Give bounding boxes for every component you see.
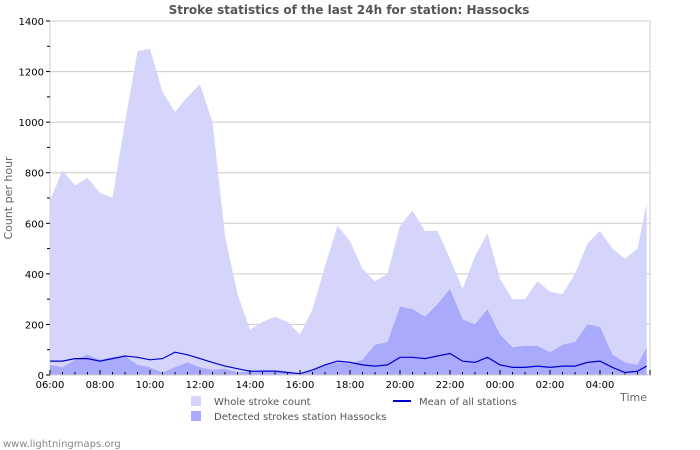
y-tick-label: 1400 (19, 17, 44, 28)
whole-stroke-count-area (50, 48, 647, 376)
x-tick-label: 18:00 (336, 380, 365, 391)
x-tick-label: 02:00 (536, 380, 565, 391)
y-tick-label: 400 (25, 270, 44, 281)
footer-source: www.lightningmaps.org (3, 439, 121, 450)
legend-label-mean: Mean of all stations (419, 397, 517, 408)
y-tick-label: 1000 (19, 118, 44, 129)
y-tick-label: 600 (25, 219, 44, 230)
legend-swatch-detected (191, 411, 201, 421)
data-series (50, 48, 647, 376)
x-tick-label: 16:00 (286, 380, 315, 391)
x-tick-label: 08:00 (86, 380, 115, 391)
y-tick-label: 200 (25, 320, 44, 331)
mean-of-all-stations-line (50, 351, 647, 375)
legend-swatch-whole (191, 396, 201, 406)
y-axis: 0 200 400 600 800 1000 1200 1400 (19, 17, 50, 382)
y-axis-label: Count per hour (2, 156, 15, 240)
x-tick-label: 20:00 (386, 380, 415, 391)
chart-title: Stroke statistics of the last 24h for st… (169, 3, 530, 17)
legend: Whole stroke count Detected strokes stat… (191, 396, 517, 423)
x-axis: 06:00 08:00 10:00 12:00 14:00 16:00 18:00 20:00… (36, 370, 651, 391)
x-axis-label: Time (619, 391, 647, 404)
x-tick-label: 22:00 (436, 380, 465, 391)
x-tick-label: 10:00 (136, 380, 165, 391)
x-tick-label: 14:00 (236, 380, 265, 391)
x-tick-label: 12:00 (186, 380, 215, 391)
x-tick-label: 06:00 (36, 380, 65, 391)
y-tick-label: 800 (25, 169, 44, 180)
y-tick-label: 1200 (19, 68, 44, 79)
legend-label-detected: Detected strokes station Hassocks (214, 412, 386, 423)
detected-strokes-area (50, 289, 647, 375)
x-tick-label: 00:00 (486, 380, 515, 391)
x-tick-label: 04:00 (586, 380, 615, 391)
legend-label-whole: Whole stroke count (214, 397, 311, 408)
y-tick-label: 0 (38, 371, 44, 382)
